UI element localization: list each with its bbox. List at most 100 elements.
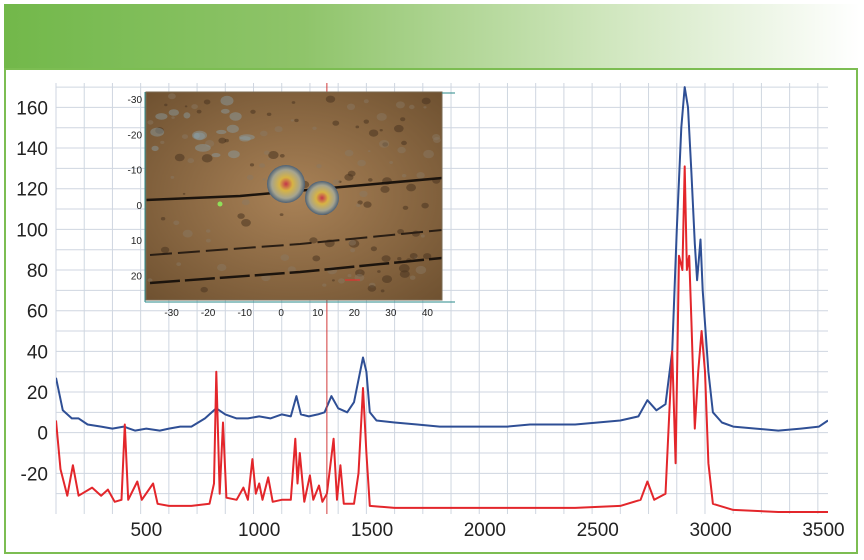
inset-texture-spot [196, 109, 202, 114]
chart-frame [4, 68, 858, 554]
inset-texture-spot [415, 265, 427, 275]
inset-texture-spot [216, 129, 227, 135]
inset-texture-spot [241, 199, 250, 206]
inset-texture-spot [226, 124, 239, 133]
series-line-2 [56, 165, 828, 513]
y-tick-label: 160 [16, 98, 48, 119]
inset-texture-spot [182, 192, 186, 195]
inset-texture-spot [174, 153, 185, 162]
inset-texture-spot [279, 213, 284, 217]
x-tick-label: 1000 [238, 520, 280, 541]
inset-texture-spot [220, 95, 234, 106]
inset-texture-spot [381, 255, 391, 262]
inset-y-tick-label: -10 [128, 166, 143, 177]
x-tick-label: 500 [130, 520, 162, 541]
inset-texture-spot [401, 173, 407, 178]
inset-texture-spot [381, 275, 393, 283]
inset-texture-spot [217, 263, 227, 272]
inset-streak [145, 176, 443, 202]
y-tick-label: 140 [16, 139, 48, 160]
inset-texture-spot [294, 118, 299, 123]
inset-texture-spot [401, 140, 407, 146]
inset-texture-spot [312, 255, 321, 262]
inset-texture-spot [347, 170, 356, 177]
inset-texture-spot [423, 106, 427, 109]
inset-ticks: -30 -20 -10 0 10 20 30 40 -30 -20 -10 0 10 20 [128, 95, 434, 319]
inset-texture-spot [194, 132, 205, 140]
inset-texture-spot [332, 279, 335, 282]
inset-texture-spot [274, 126, 283, 133]
inset-y-tick-label: -30 [128, 95, 143, 106]
inset-texture-spot [368, 129, 379, 137]
x-tick-label: 1500 [351, 520, 393, 541]
inset-texture-spot [239, 136, 251, 142]
inset-texture-spot [181, 134, 189, 140]
inset-texture-spot [377, 270, 381, 273]
inset-texture-spot [262, 178, 266, 181]
inset-texture-spot [357, 159, 366, 167]
inset-texture-spot [380, 289, 385, 293]
inset-texture-spot [397, 229, 404, 235]
inset-texture-spot [312, 126, 317, 130]
inset-particle [305, 181, 339, 215]
inset-texture-spot [249, 163, 255, 167]
inset-texture-spot [359, 190, 368, 198]
inset-texture-spot [203, 99, 211, 105]
inset-texture-spot [241, 219, 251, 227]
inset-x-tick-label: -30 [164, 308, 179, 319]
inset-texture-spot [173, 220, 180, 226]
y-tick-label: -20 [21, 464, 48, 485]
inset-texture-spot [239, 134, 255, 141]
inset-texture-spot [182, 229, 193, 238]
inset-texture-spot [168, 93, 176, 100]
inset-texture-spot [348, 239, 360, 248]
inset-texture-spot [370, 246, 377, 252]
inset-texture-spot [363, 99, 369, 104]
inset-texture [147, 93, 441, 293]
inset-texture-spot [397, 146, 406, 154]
inset-texture-spot [423, 253, 432, 260]
inset-texture-spot [290, 119, 294, 122]
y-tick-label: 0 [37, 424, 48, 445]
inset-texture-spot [205, 238, 211, 243]
inset-texture-spot [264, 150, 270, 155]
inset-texture-spot [250, 109, 256, 114]
y-tick-label: 100 [16, 220, 48, 241]
inset-texture-spot [187, 158, 195, 164]
inset-texture-spot [380, 185, 390, 193]
inset-texture-spot [325, 95, 336, 103]
inset-texture-spot [421, 202, 429, 209]
header-banner [4, 4, 860, 68]
inset-texture-spot [346, 103, 356, 111]
inset-texture-spot [402, 205, 409, 210]
inset-texture-spot [287, 266, 296, 273]
inset-texture-spot [266, 112, 272, 117]
inset-texture-spot [229, 112, 242, 121]
inset-texture-spot [280, 254, 290, 261]
inset-texture-spot [220, 108, 230, 114]
inset-texture-spot [184, 105, 188, 108]
inset-texture-spot [389, 161, 393, 164]
inset-texture-spot [267, 157, 271, 160]
x-tick-label: 3000 [689, 520, 731, 541]
inset-texture-spot [164, 103, 168, 107]
inset-texture-spot [355, 125, 360, 129]
inset-texture-spot [246, 174, 254, 180]
inset-texture-spot [322, 283, 327, 287]
y-tick-label: 60 [27, 302, 48, 323]
inset-texture-spot [147, 278, 153, 283]
inset-texture-spot [376, 113, 387, 121]
inset-x-tick-label: 20 [349, 308, 361, 319]
inset-texture-spot [170, 175, 175, 179]
inset-texture-spot [211, 153, 221, 158]
inset-y-tick-label: 10 [131, 236, 143, 247]
inset-texture-spot [155, 113, 168, 120]
inset-texture-spot [160, 140, 165, 144]
inset-texture-spot [409, 253, 418, 259]
inset-particle [267, 165, 305, 203]
inset-texture-spot [400, 117, 406, 122]
inset-x-tick-label: -20 [201, 308, 216, 319]
inset-texture-spot [367, 285, 377, 292]
inset-x-tick-label: 0 [278, 308, 284, 319]
inset-texture-spot [291, 101, 296, 104]
